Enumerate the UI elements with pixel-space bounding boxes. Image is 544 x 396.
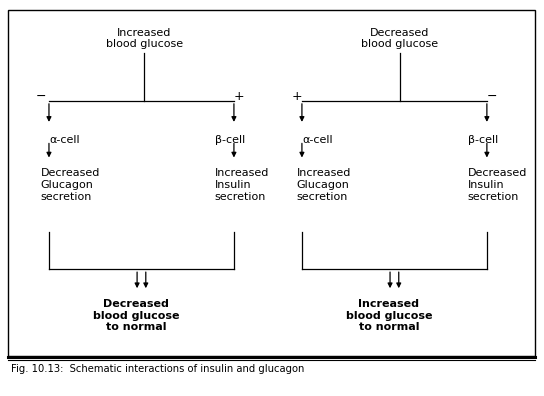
Text: Decreased
Insulin
secretion: Decreased Insulin secretion (468, 168, 527, 202)
Text: Increased
Glucagon
secretion: Increased Glucagon secretion (296, 168, 351, 202)
Text: −: − (487, 90, 498, 103)
Text: Increased
Insulin
secretion: Increased Insulin secretion (215, 168, 269, 202)
Text: Increased
blood glucose: Increased blood glucose (106, 28, 183, 50)
Text: Fig. 10.13:  Schematic interactions of insulin and glucagon: Fig. 10.13: Schematic interactions of in… (11, 364, 304, 373)
Text: +: + (234, 90, 245, 103)
Text: Increased
blood glucose
to normal: Increased blood glucose to normal (345, 299, 432, 332)
Text: β-cell: β-cell (468, 135, 498, 145)
Text: Decreased
Glucagon
secretion: Decreased Glucagon secretion (41, 168, 100, 202)
Text: Decreased
blood glucose
to normal: Decreased blood glucose to normal (92, 299, 180, 332)
Text: β-cell: β-cell (215, 135, 245, 145)
Text: α-cell: α-cell (302, 135, 332, 145)
Text: +: + (291, 90, 302, 103)
Text: α-cell: α-cell (49, 135, 79, 145)
Text: Decreased
blood glucose: Decreased blood glucose (361, 28, 438, 50)
Text: −: − (35, 90, 46, 103)
